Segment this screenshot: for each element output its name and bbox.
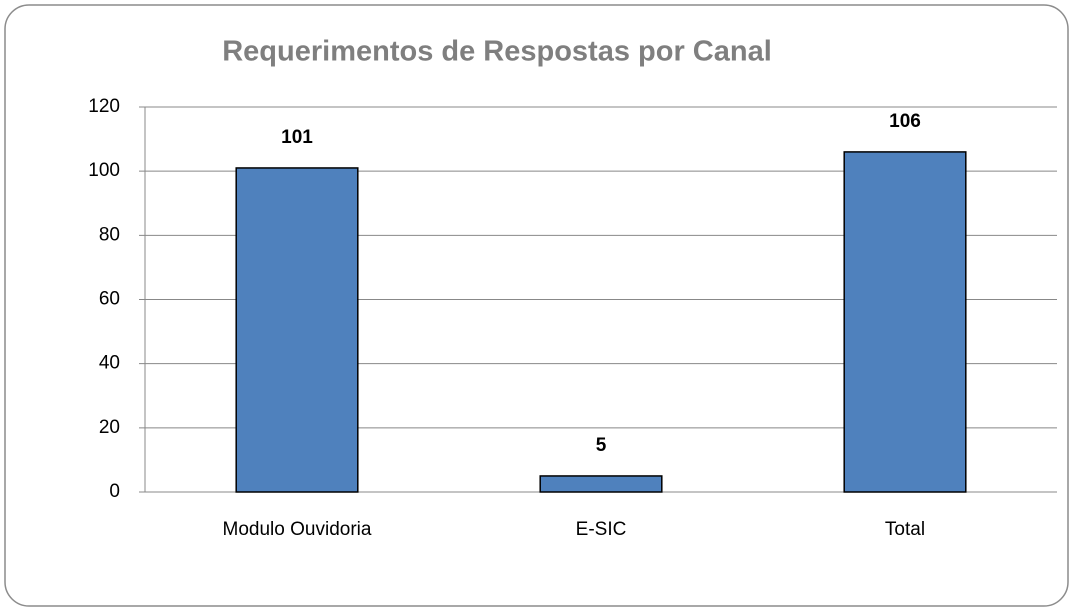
y-tick-label: 40 bbox=[99, 353, 120, 374]
y-tick-label: 20 bbox=[99, 417, 120, 438]
value-label: 106 bbox=[889, 111, 921, 132]
value-label: 5 bbox=[596, 435, 607, 456]
bar bbox=[843, 151, 967, 493]
y-tick-label: 80 bbox=[99, 224, 120, 245]
y-tick-label: 60 bbox=[99, 289, 120, 310]
x-tick-label: Modulo Ouvidoria bbox=[223, 519, 372, 540]
value-label: 101 bbox=[281, 127, 313, 148]
y-tick-label: 100 bbox=[88, 160, 120, 181]
bar bbox=[235, 167, 359, 493]
bar bbox=[539, 475, 663, 493]
chart-title: Requerimentos de Respostas por Canal bbox=[222, 36, 772, 68]
y-tick-label: 0 bbox=[109, 481, 120, 502]
x-tick-label: Total bbox=[885, 519, 925, 540]
x-tick-label: E-SIC bbox=[576, 519, 627, 540]
y-tick-label: 120 bbox=[88, 96, 120, 117]
